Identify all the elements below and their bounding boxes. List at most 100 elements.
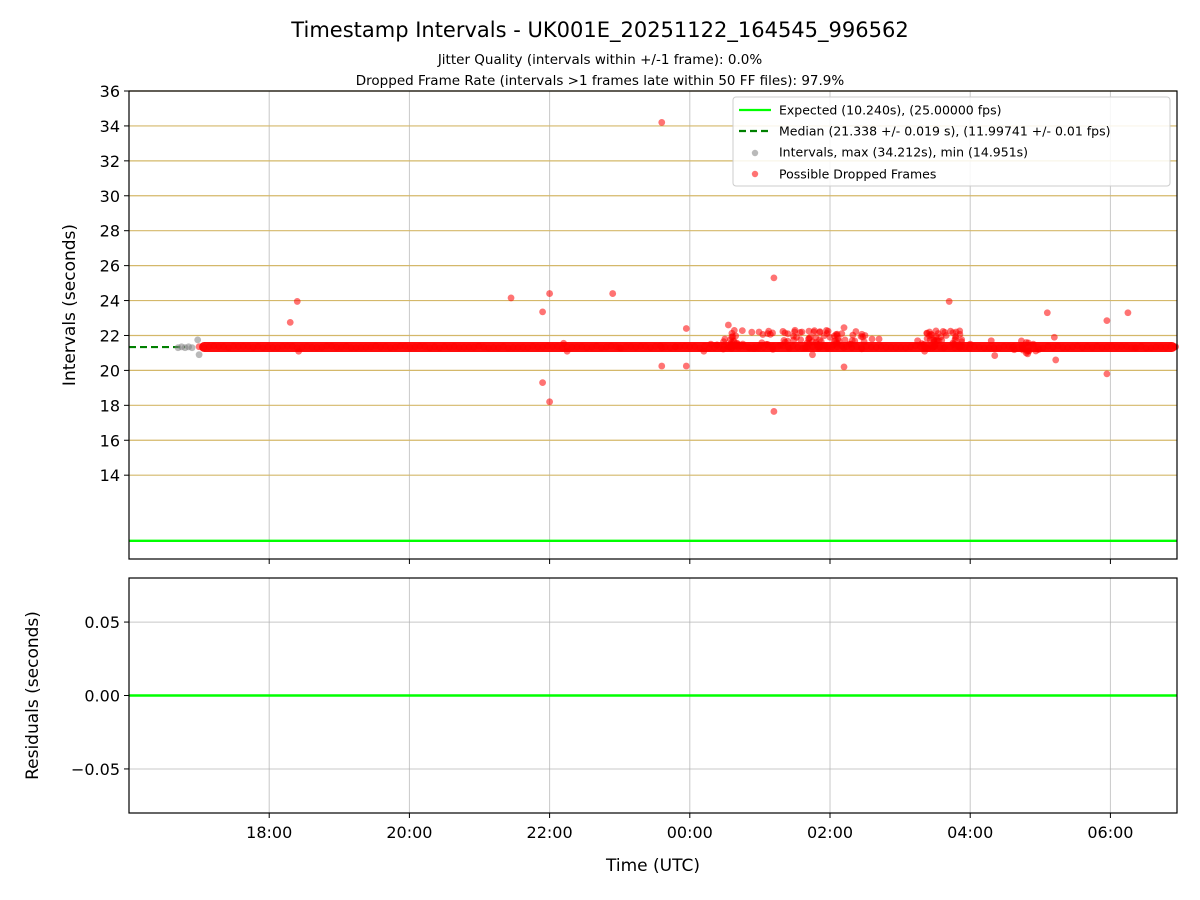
dropped-frame-point <box>658 362 666 370</box>
dropped-frame-point <box>1124 309 1132 317</box>
dropped-frame-point <box>286 318 294 326</box>
dropped-frame-point <box>549 343 556 351</box>
intervals-y-tick-label: 20 <box>100 361 120 380</box>
intervals-y-tick-label: 30 <box>100 187 120 206</box>
residuals-y-tick-label: 0.05 <box>84 613 120 632</box>
dropped-frame-point <box>809 351 816 359</box>
dropped-frame-point <box>1131 344 1139 352</box>
dropped-frame-point <box>1108 343 1116 350</box>
dropped-frame-point <box>347 344 355 352</box>
legend-expected-label: Expected (10.240s), (25.00000 fps) <box>779 103 1001 118</box>
dropped-frame-point <box>707 340 715 348</box>
dropped-frame-point <box>784 330 792 338</box>
dropped-frame-point <box>931 340 939 348</box>
dropped-frame-point <box>791 326 799 334</box>
dropped-frame-point <box>700 347 708 355</box>
intervals-panel: 14 16 18 20 22 24 26 28 30 32 34 36 Intervals (seco… <box>60 82 1179 564</box>
legend-intervals-label: Intervals, max (34.212s), min (14.951s) <box>779 145 1028 160</box>
intervals-points <box>174 119 1179 415</box>
dropped-frame-point <box>539 379 546 387</box>
dropped-frame-point <box>841 336 849 344</box>
dropped-frame-point <box>387 344 394 351</box>
intervals-x-ticks <box>268 559 1111 564</box>
intervals-y-ticks: 14 16 18 20 22 24 26 28 30 32 34 36 <box>100 82 129 485</box>
dropped-frame-point <box>805 335 813 342</box>
dropped-frame-point <box>892 344 900 351</box>
dropped-frame-point <box>1103 370 1111 378</box>
dropped-frame-point <box>949 340 957 348</box>
dropped-frame-point <box>460 343 468 351</box>
intervals-y-tick-label: 28 <box>100 222 120 241</box>
dropped-frame-point <box>980 344 988 352</box>
dropped-frame-point <box>912 342 919 350</box>
dropped-frame-point <box>769 345 777 353</box>
dropped-frame-point <box>295 347 303 355</box>
dropped-frame-point <box>840 363 848 371</box>
dropped-frame-point <box>1172 343 1179 351</box>
dropped-frame-point <box>568 343 576 351</box>
dropped-frame-point <box>966 340 974 348</box>
time-x-tick-label: 18:00 <box>246 823 292 842</box>
intervals-y-tick-label: 14 <box>100 466 120 485</box>
legend-box <box>732 96 1171 187</box>
dropped-frame-point <box>780 336 788 344</box>
dropped-frame-point <box>887 343 895 351</box>
dropped-frame-point <box>1043 309 1051 317</box>
dropped-frame-point <box>991 352 999 359</box>
residuals-y-ticks: −0.05 0.00 0.05 <box>71 613 129 779</box>
dropped-frame-point <box>1098 344 1106 351</box>
intervals-y-tick-label: 26 <box>100 257 120 276</box>
dropped-frame-point <box>485 344 493 352</box>
dropped-frame-point <box>509 344 517 351</box>
dropped-frame-point <box>858 345 866 353</box>
dropped-frame-point <box>514 344 522 351</box>
dropped-frame-point <box>652 342 659 350</box>
dropped-frame-point <box>1142 344 1150 352</box>
dropped-frame-point <box>544 342 551 350</box>
chart-subtitle-dropped: Dropped Frame Rate (intervals >1 frames … <box>356 73 845 89</box>
dropped-frame-point <box>797 336 805 344</box>
dropped-frame-point <box>1113 343 1121 351</box>
dropped-frame-point <box>934 330 942 337</box>
dropped-frame-point <box>1157 343 1165 351</box>
dropped-frame-point <box>560 339 568 347</box>
interval-point <box>195 351 203 359</box>
dropped-frame-point <box>897 343 905 351</box>
residuals-x-ticks: 18:00 20:00 22:00 00:00 02:00 04:00 06:00 <box>246 813 1133 842</box>
time-x-axis-label: Time (UTC) <box>605 856 700 876</box>
dropped-frame-point <box>802 343 810 351</box>
dropped-frame-point <box>923 335 931 343</box>
dropped-frame-point <box>952 328 960 336</box>
dropped-frame-point <box>817 338 825 345</box>
intervals-y-tick-label: 34 <box>100 117 120 136</box>
dropped-frame-point <box>539 308 546 316</box>
dropped-frame-point <box>833 332 841 339</box>
dropped-frame-point <box>713 341 721 349</box>
dropped-frame-point <box>785 344 793 352</box>
intervals-axes-frame <box>128 90 1178 560</box>
dropped-frame-point <box>945 298 953 305</box>
dropped-frame-point <box>1022 339 1030 346</box>
dropped-frame-point <box>759 331 767 338</box>
dropped-frame-point <box>762 341 770 348</box>
dropped-frame-point <box>519 343 527 351</box>
dropped-frame-point <box>546 290 554 297</box>
dropped-frame-point <box>875 335 883 343</box>
dropped-frame-point <box>490 344 497 351</box>
dropped-frame-point <box>396 342 404 350</box>
dropped-frame-point <box>352 344 360 352</box>
residuals-y-tick-label: −0.05 <box>71 760 120 779</box>
dropped-frame-point <box>546 398 554 406</box>
dropped-frame-point <box>811 327 818 334</box>
dropped-frame-point <box>333 343 340 351</box>
dropped-frame-point <box>293 298 301 305</box>
dropped-frame-point <box>1152 343 1160 351</box>
dropped-frame-point <box>573 343 581 351</box>
dropped-frame-point <box>279 343 286 350</box>
dropped-frame-point <box>805 327 813 335</box>
dropped-frame-point <box>357 343 365 351</box>
dropped-frame-point <box>534 343 542 351</box>
dropped-frame-point <box>239 342 247 350</box>
dropped-frame-point <box>849 331 857 339</box>
dropped-frame-point <box>284 342 291 350</box>
